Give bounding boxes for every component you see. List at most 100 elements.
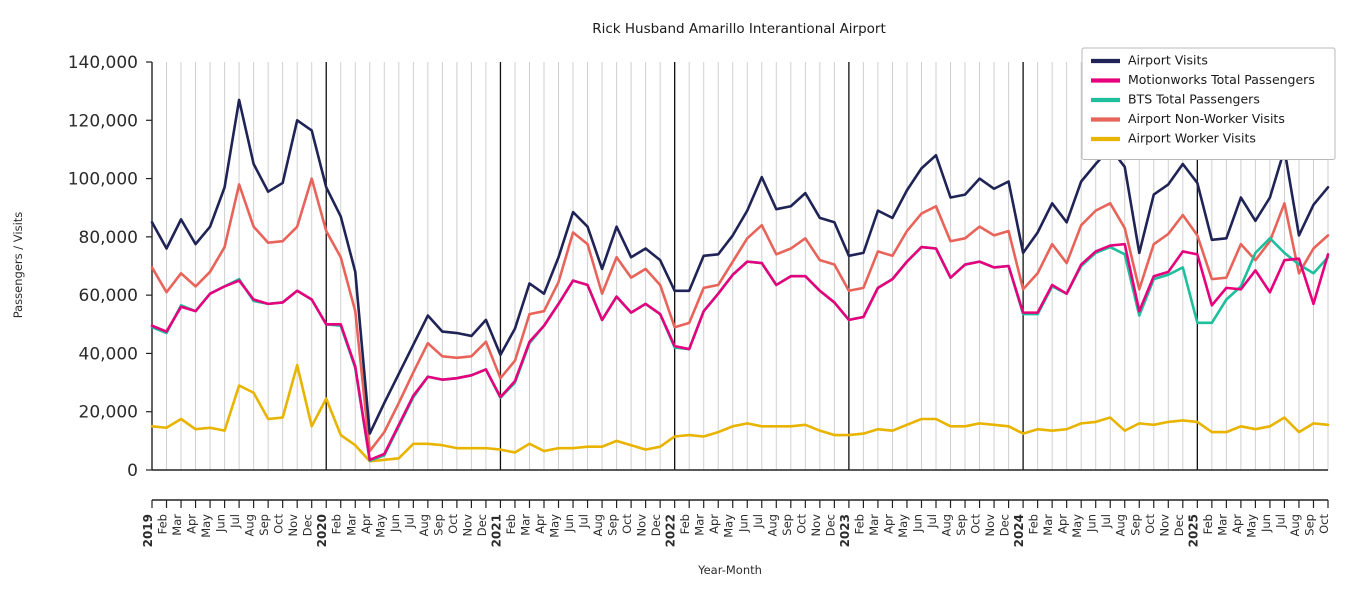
x-tick-label-year: 2025 (1186, 514, 1200, 547)
y-axis-label: Passengers / Visits (11, 212, 25, 319)
x-tick-label-month: Aug (765, 514, 779, 536)
x-tick-label-month: Mar (867, 514, 881, 536)
x-tick-label-month: Jun (736, 514, 750, 533)
y-tick-label: 80,000 (79, 228, 138, 248)
y-tick-label: 0 (127, 461, 138, 481)
x-tick-label-month: Sep (431, 514, 445, 536)
x-tick-label-month: May (896, 514, 910, 538)
x-tick-label-month: Mar (1215, 514, 1229, 536)
x-tick-label-year: 2024 (1012, 514, 1026, 547)
x-tick-label-month: Mar (170, 514, 184, 536)
legend-box (1081, 47, 1336, 160)
x-tick-label-year: 2022 (664, 514, 678, 547)
x-tick-label-month: Jun (1259, 514, 1273, 533)
x-tick-label-month: Sep (257, 514, 271, 536)
x-tick-label-month: Jun (388, 514, 402, 533)
x-tick-label-month: Oct (272, 514, 286, 534)
legend-item[interactable]: BTS Total Passengers (1091, 92, 1260, 107)
series-line-motionworks-total-passengers (150, 242, 1330, 462)
legend-item[interactable]: Airport Non-Worker Visits (1091, 111, 1285, 126)
x-tick-label-month: Feb (1201, 514, 1215, 534)
x-tick-label-month: Dec (823, 514, 837, 536)
y-tick-label: 100,000 (68, 170, 138, 190)
x-tick-label-month: Feb (1027, 514, 1041, 534)
legend-item[interactable]: Motionworks Total Passengers (1091, 72, 1315, 87)
x-tick-label-month: Jun (1085, 514, 1099, 533)
x-tick-label-month: Mar (693, 514, 707, 536)
x-tick-label-year: 2023 (838, 514, 852, 547)
x-tick-label-month: May (199, 514, 213, 538)
x-tick-label-year: 2020 (315, 514, 329, 547)
x-tick-label-month: Aug (591, 514, 605, 536)
x-tick-label-month: Feb (156, 514, 170, 534)
x-tick-label-month: Sep (954, 514, 968, 536)
chart-title: Rick Husband Amarillo Interantional Airp… (592, 21, 886, 37)
y-tick-label: 140,000 (68, 53, 138, 73)
x-tick-label-month: Dec (998, 514, 1012, 536)
x-tick-label-month: Nov (460, 514, 474, 537)
x-tick-label-month: Apr (1056, 514, 1070, 534)
y-axis-ticks: 0 20,000 40,000 60,000 80,000 100,000 120,000 1… (68, 53, 152, 481)
x-tick-label-month: Jul (751, 514, 765, 529)
x-tick-label-month: May (722, 514, 736, 538)
series-line-airport-non-worker-visits (150, 177, 1330, 453)
legend-item[interactable]: Airport Worker Visits (1091, 131, 1256, 146)
y-tick-label: 60,000 (79, 286, 138, 306)
y-tick-label: 20,000 (79, 403, 138, 423)
legend-item[interactable]: Airport Visits (1091, 53, 1208, 68)
x-tick-label-month: Aug (1288, 514, 1302, 536)
x-tick-label-month: Apr (881, 514, 895, 534)
x-tick-label-month: Dec (475, 514, 489, 536)
x-tick-label-month: Aug (417, 514, 431, 536)
x-tick-label-month: Feb (504, 514, 518, 534)
x-tick-label-month: Apr (359, 514, 373, 534)
data-series (150, 98, 1330, 463)
legend-label: Motionworks Total Passengers (1128, 72, 1315, 87)
x-tick-label-month: Jul (402, 514, 416, 529)
x-tick-label-month: Oct (1143, 514, 1157, 534)
x-tick-label-month: Dec (301, 514, 315, 536)
series-line-airport-visits (150, 98, 1330, 435)
x-axis-ticks: 2019 Feb Mar Apr May Jun Jul Aug Sep Oct Nov Dec 202… (141, 500, 1331, 547)
x-tick-label-month: Sep (1128, 514, 1142, 536)
chart-legend[interactable]: Airport Visits Motionworks Total Passenge… (1081, 47, 1336, 160)
x-tick-label-month: Nov (635, 514, 649, 537)
x-tick-label-month: Oct (620, 514, 634, 534)
x-tick-label-month: Dec (1172, 514, 1186, 536)
axis-spines (151, 62, 1328, 501)
x-tick-label-month: Feb (852, 514, 866, 534)
x-tick-label-month: Oct (446, 514, 460, 534)
x-tick-label-month: Aug (1114, 514, 1128, 536)
x-tick-label-month: May (1070, 514, 1084, 538)
x-tick-label-month: Jun (910, 514, 924, 533)
x-tick-label-month: Jul (1099, 514, 1113, 529)
x-tick-label-month: Jul (1273, 514, 1287, 529)
legend-label: Airport Non-Worker Visits (1128, 111, 1285, 126)
x-tick-label-month: Sep (780, 514, 794, 536)
legend-label: Airport Visits (1128, 53, 1208, 68)
x-tick-label-month: Jul (925, 514, 939, 529)
x-tick-label-month: Oct (969, 514, 983, 534)
x-tick-label-month: Aug (243, 514, 257, 536)
series-line-airport-worker-visits (150, 363, 1330, 463)
x-tick-label-month: Jun (562, 514, 576, 533)
x-tick-label-month: Dec (649, 514, 663, 536)
x-tick-label-month: Mar (1041, 514, 1055, 536)
x-tick-label-month: Mar (518, 514, 532, 536)
x-tick-label-month: Jun (214, 514, 228, 533)
x-tick-label-month: Nov (983, 514, 997, 537)
x-tick-label-month: Feb (330, 514, 344, 534)
x-tick-label-month: Apr (533, 514, 547, 534)
x-tick-label-month: Apr (707, 514, 721, 534)
x-tick-label-month: Mar (344, 514, 358, 536)
x-tick-label-month: Apr (185, 514, 199, 534)
x-tick-label-month: Oct (1317, 514, 1331, 534)
x-tick-label-month: Aug (940, 514, 954, 536)
x-tick-label-month: Nov (809, 514, 823, 537)
x-tick-label-month: May (1244, 514, 1258, 538)
x-tick-label-month: Nov (1157, 514, 1171, 537)
x-tick-label-month: Jul (228, 514, 242, 529)
x-tick-label-month: Sep (1302, 514, 1316, 536)
